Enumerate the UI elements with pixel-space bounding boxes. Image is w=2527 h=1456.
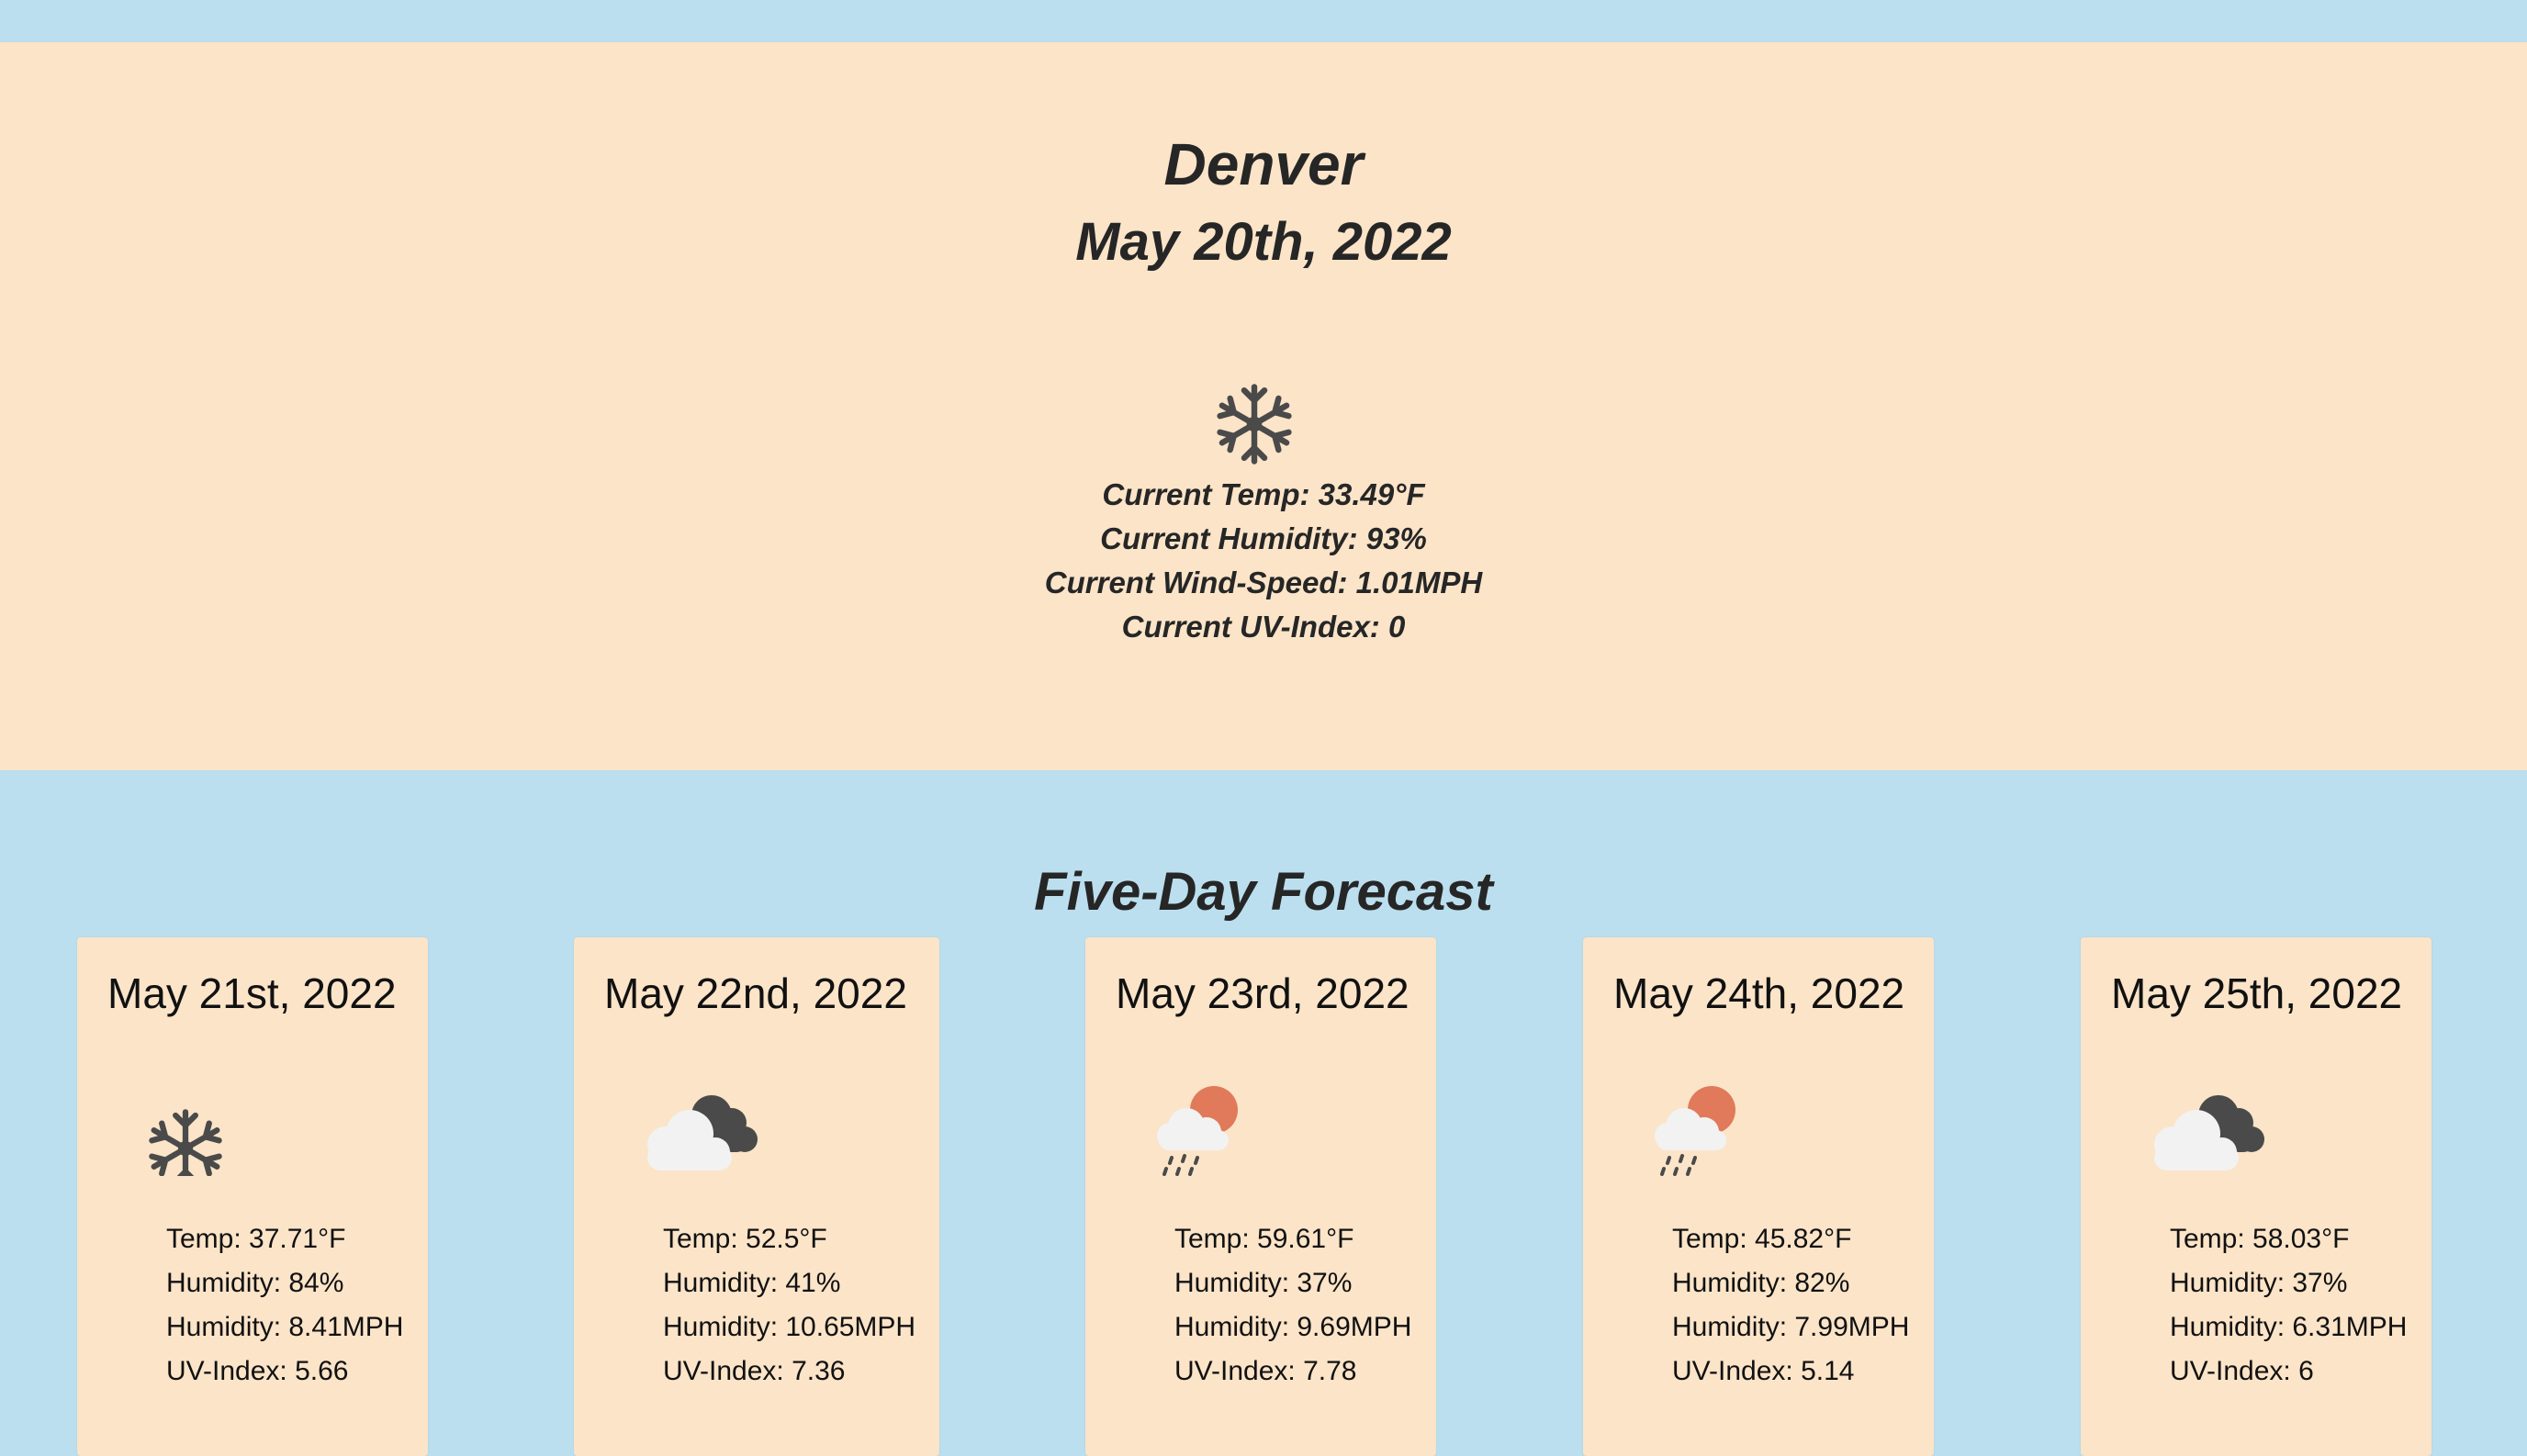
forecast-humidity: Humidity: 84% bbox=[166, 1268, 344, 1298]
forecast-temp: Temp: 58.03°F bbox=[2170, 1224, 2350, 1254]
forecast-uv: UV-Index: 6 bbox=[2170, 1356, 2314, 1386]
snowflake-icon bbox=[1212, 384, 1297, 465]
forecast-card: May 23rd, 2022 Temp: 59.61°F Humidity: 3… bbox=[1085, 937, 1436, 1456]
current-date: May 20th, 2022 bbox=[1075, 212, 1452, 272]
current-humidity: Current Humidity: 93% bbox=[1100, 521, 1427, 555]
forecast-humidity: Humidity: 41% bbox=[663, 1268, 841, 1298]
forecast-date: May 22nd, 2022 bbox=[604, 969, 907, 1017]
forecast-uv: UV-Index: 7.36 bbox=[663, 1356, 846, 1386]
city-name: Denver bbox=[1163, 131, 1364, 197]
forecast-uv: UV-Index: 7.78 bbox=[1174, 1356, 1357, 1386]
forecast-date: May 25th, 2022 bbox=[2111, 969, 2403, 1017]
forecast-uv: UV-Index: 5.66 bbox=[166, 1356, 349, 1386]
snowflake-icon bbox=[149, 1109, 222, 1176]
forecast-date: May 23rd, 2022 bbox=[1116, 969, 1410, 1017]
forecast-humidity: Humidity: 37% bbox=[1174, 1268, 1353, 1298]
forecast-card: May 24th, 2022 Temp: 45.82°F Humidity: 8… bbox=[1583, 937, 1934, 1456]
forecast-humidity: Humidity: 37% bbox=[2170, 1268, 2348, 1298]
forecast-temp: Temp: 52.5°F bbox=[663, 1224, 827, 1254]
forecast-date: May 24th, 2022 bbox=[1613, 969, 1905, 1017]
forecast-title: Five-Day Forecast bbox=[1034, 862, 1493, 922]
current-temp: Current Temp: 33.49°F bbox=[1102, 477, 1425, 511]
cloudy-icon bbox=[2154, 1095, 2264, 1170]
forecast-humidity: Humidity: 82% bbox=[1672, 1268, 1850, 1298]
current-wind-speed: Current Wind-Speed: 1.01MPH bbox=[1044, 566, 1483, 599]
forecast-wind: Humidity: 8.41MPH bbox=[166, 1312, 404, 1342]
sun-rain-icon bbox=[1157, 1086, 1238, 1176]
forecast-card: May 25th, 2022 Temp: 58.03°F Humidity: 3… bbox=[2081, 937, 2432, 1456]
cloudy-icon bbox=[647, 1095, 758, 1170]
forecast-card: May 22nd, 2022 Temp: 52.5°F Humidity: 41… bbox=[574, 937, 939, 1456]
top-band bbox=[0, 0, 2527, 42]
forecast-uv: UV-Index: 5.14 bbox=[1672, 1356, 1855, 1386]
forecast-wind: Humidity: 6.31MPH bbox=[2170, 1312, 2408, 1342]
forecast-wind: Humidity: 7.99MPH bbox=[1672, 1312, 1910, 1342]
forecast-temp: Temp: 45.82°F bbox=[1672, 1224, 1852, 1254]
forecast-wind: Humidity: 10.65MPH bbox=[663, 1312, 916, 1342]
forecast-wind: Humidity: 9.69MPH bbox=[1174, 1312, 1412, 1342]
forecast-temp: Temp: 37.71°F bbox=[166, 1224, 346, 1254]
forecast-temp: Temp: 59.61°F bbox=[1174, 1224, 1354, 1254]
current-weather-panel: Denver May 20th, 2022 Current Temp: 33.4… bbox=[0, 42, 2527, 770]
current-uv-index: Current UV-Index: 0 bbox=[1121, 610, 1406, 644]
forecast-date: May 21st, 2022 bbox=[107, 969, 397, 1017]
sun-rain-icon bbox=[1655, 1086, 1735, 1176]
forecast-card: May 21st, 2022 Temp: 37.71°F Humidity: 8… bbox=[77, 937, 428, 1456]
